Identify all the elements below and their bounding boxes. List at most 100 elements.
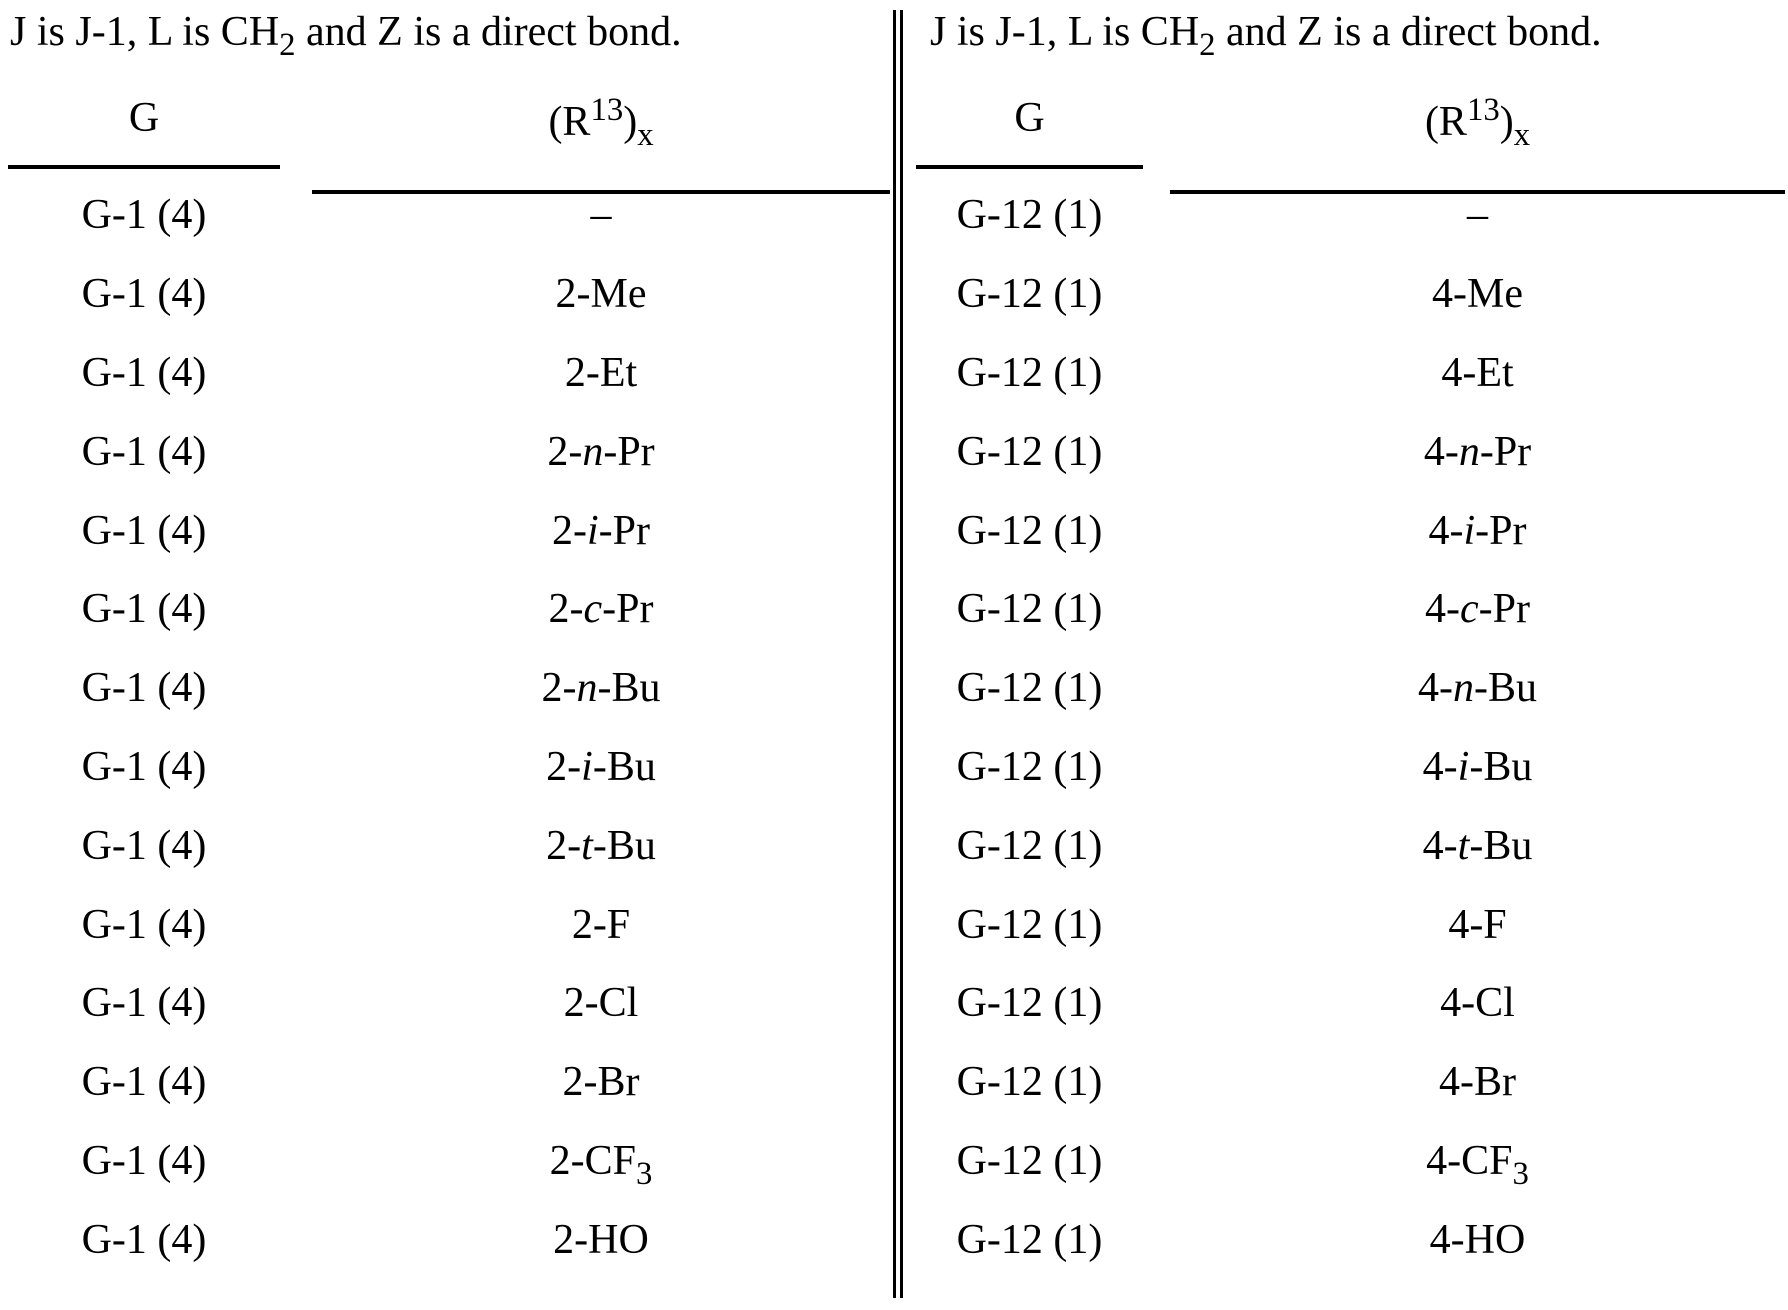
r13x-value: 4-HO bbox=[1170, 1217, 1785, 1263]
text-segment: -Bu bbox=[592, 743, 656, 790]
g-value: G-12 (1) bbox=[956, 507, 1103, 554]
table-row: G-12 (1) 4-Me bbox=[916, 255, 1785, 334]
text-segment: 4-Cl bbox=[1440, 980, 1515, 1027]
g-value: G-12 (1) bbox=[956, 428, 1103, 475]
text-segment-sub: 2 bbox=[279, 26, 296, 63]
text-segment-italic: i bbox=[581, 743, 593, 790]
text-segment: 4-Et bbox=[1441, 349, 1514, 396]
r13x-value: 4-i-Bu bbox=[1170, 744, 1785, 790]
text-segment-italic: c bbox=[1460, 586, 1479, 633]
table-row: G-1 (4) 2-i-Bu bbox=[8, 728, 890, 807]
g-value: G-1 (4) bbox=[81, 901, 207, 948]
text-segment-sub: 2 bbox=[1199, 26, 1216, 63]
table-row: G-1 (4) 2-HO bbox=[8, 1200, 890, 1279]
text-segment: -Bu bbox=[1469, 822, 1533, 869]
table-row: G-12 (1) 4-t-Bu bbox=[916, 806, 1785, 885]
text-segment-sub: 3 bbox=[635, 1155, 653, 1192]
r13x-value: 4-i-Pr bbox=[1170, 508, 1785, 554]
column-header-r13x: (R13)x bbox=[312, 94, 890, 151]
text-segment: 2-Et bbox=[564, 349, 638, 396]
text-segment: 2-HO bbox=[553, 1216, 649, 1263]
text-segment: 4- bbox=[1418, 665, 1453, 712]
table-row: G-1 (4) 2-n-Pr bbox=[8, 412, 890, 491]
table-row: G-12 (1) 4-Cl bbox=[916, 964, 1785, 1043]
r13x-value: 2-Me bbox=[312, 271, 890, 317]
g-value: G-1 (4) bbox=[81, 586, 207, 633]
text-segment: 2- bbox=[551, 507, 587, 554]
table-row: G-12 (1) 4-n-Pr bbox=[916, 412, 1785, 491]
table-row: G-12 (1) 4-c-Pr bbox=[916, 570, 1785, 649]
condition-note: J is J-1, L is CH2 and Z is a direct bon… bbox=[10, 8, 682, 61]
column-header-r13x: (R13)x bbox=[1170, 94, 1785, 151]
text-segment: and Z is a direct bond. bbox=[295, 9, 682, 55]
table-row: G-1 (4) 2-F bbox=[8, 885, 890, 964]
g-value: G-1 (4) bbox=[81, 507, 207, 554]
text-segment: 2- bbox=[548, 586, 584, 633]
r13x-value: 4-F bbox=[1170, 902, 1785, 948]
text-segment-italic: n bbox=[1453, 665, 1474, 712]
text-segment: 2- bbox=[546, 822, 582, 869]
table-row: G-1 (4) 2-Br bbox=[8, 1043, 890, 1122]
table-panel-right: J is J-1, L is CH2 and Z is a direct bon… bbox=[916, 0, 1785, 1310]
table-row: G-12 (1) 4-Et bbox=[916, 334, 1785, 413]
g-value: G-1 (4) bbox=[81, 743, 207, 790]
r13x-value: 4-t-Bu bbox=[1170, 823, 1785, 869]
text-segment: 4-F bbox=[1448, 901, 1507, 948]
table-row: G-12 (1) 4-F bbox=[916, 885, 1785, 964]
g-value: G-12 (1) bbox=[956, 1059, 1103, 1106]
text-segment: – bbox=[1467, 192, 1488, 239]
text-segment: 4-CF bbox=[1426, 1137, 1513, 1184]
g-value: G-1 (4) bbox=[81, 1137, 207, 1184]
table-panel-left: J is J-1, L is CH2 and Z is a direct bon… bbox=[8, 0, 890, 1310]
text-segment: (R bbox=[1424, 99, 1467, 145]
text-segment-sub: 3 bbox=[1512, 1155, 1529, 1192]
text-segment: ) bbox=[1499, 99, 1514, 145]
text-segment: 2-CF bbox=[549, 1137, 636, 1184]
text-segment: 4- bbox=[1428, 507, 1464, 554]
text-segment: -Pr bbox=[1479, 428, 1532, 475]
table-row: G-1 (4) 2-c-Pr bbox=[8, 570, 890, 649]
g-value: G-1 (4) bbox=[81, 980, 207, 1027]
r13x-value: 2-c-Pr bbox=[312, 586, 890, 632]
text-segment: 2-Me bbox=[555, 271, 647, 318]
table-row: G-12 (1) 4-i-Pr bbox=[916, 491, 1785, 570]
table-rows: G-1 (4) – G-1 (4) 2-Me G-1 (4) 2-Et G-1 (4) 2-n… bbox=[8, 176, 890, 1279]
g-value: G-12 (1) bbox=[956, 1137, 1103, 1184]
text-segment: 2-F bbox=[571, 901, 631, 948]
r13x-value: 2-t-Bu bbox=[312, 823, 890, 869]
r13x-column-rule bbox=[1170, 190, 1785, 194]
r13x-value: 2-n-Bu bbox=[312, 665, 890, 711]
text-segment-italic: t bbox=[1457, 822, 1470, 869]
g-value: G-12 (1) bbox=[956, 1216, 1103, 1263]
r13x-value: 4-CF3 bbox=[1170, 1137, 1785, 1190]
r13x-value: 4-Br bbox=[1170, 1059, 1785, 1105]
text-segment-italic: n bbox=[576, 665, 598, 712]
g-column-rule bbox=[8, 165, 280, 169]
table-row: G-12 (1) 4-i-Bu bbox=[916, 728, 1785, 807]
g-value: G-1 (4) bbox=[81, 665, 207, 712]
r13x-value: 2-Br bbox=[312, 1059, 890, 1105]
text-segment-italic: c bbox=[583, 586, 603, 633]
table-row: G-12 (1) – bbox=[916, 176, 1785, 255]
text-segment: J is J-1, L is CH bbox=[930, 9, 1200, 55]
r13x-value: 2-n-Pr bbox=[312, 429, 890, 475]
r13x-value: 2-Et bbox=[312, 350, 890, 396]
g-value: G-12 (1) bbox=[956, 665, 1103, 712]
r13x-column-rule bbox=[312, 190, 890, 194]
table-rows: G-12 (1) – G-12 (1) 4-Me G-12 (1) 4-Et G-12 (1… bbox=[916, 176, 1785, 1279]
table-row: G-12 (1) 4-CF3 bbox=[916, 1122, 1785, 1201]
text-segment: -Pr bbox=[602, 586, 654, 633]
table-row: G-1 (4) 2-Cl bbox=[8, 964, 890, 1043]
text-segment-sub: x bbox=[1513, 116, 1531, 153]
r13x-value: 4-n-Pr bbox=[1170, 429, 1785, 475]
condition-note: J is J-1, L is CH2 and Z is a direct bon… bbox=[930, 8, 1602, 61]
table-row: G-1 (4) 2-t-Bu bbox=[8, 806, 890, 885]
text-segment: J is J-1, L is CH bbox=[10, 9, 280, 55]
r13x-value: 2-i-Bu bbox=[312, 744, 890, 790]
text-segment-italic: i bbox=[1463, 507, 1476, 554]
r13x-value: 4-Me bbox=[1170, 271, 1785, 317]
text-segment: (R bbox=[548, 99, 591, 145]
text-segment-italic: i bbox=[586, 507, 599, 554]
g-value: G-12 (1) bbox=[956, 901, 1103, 948]
